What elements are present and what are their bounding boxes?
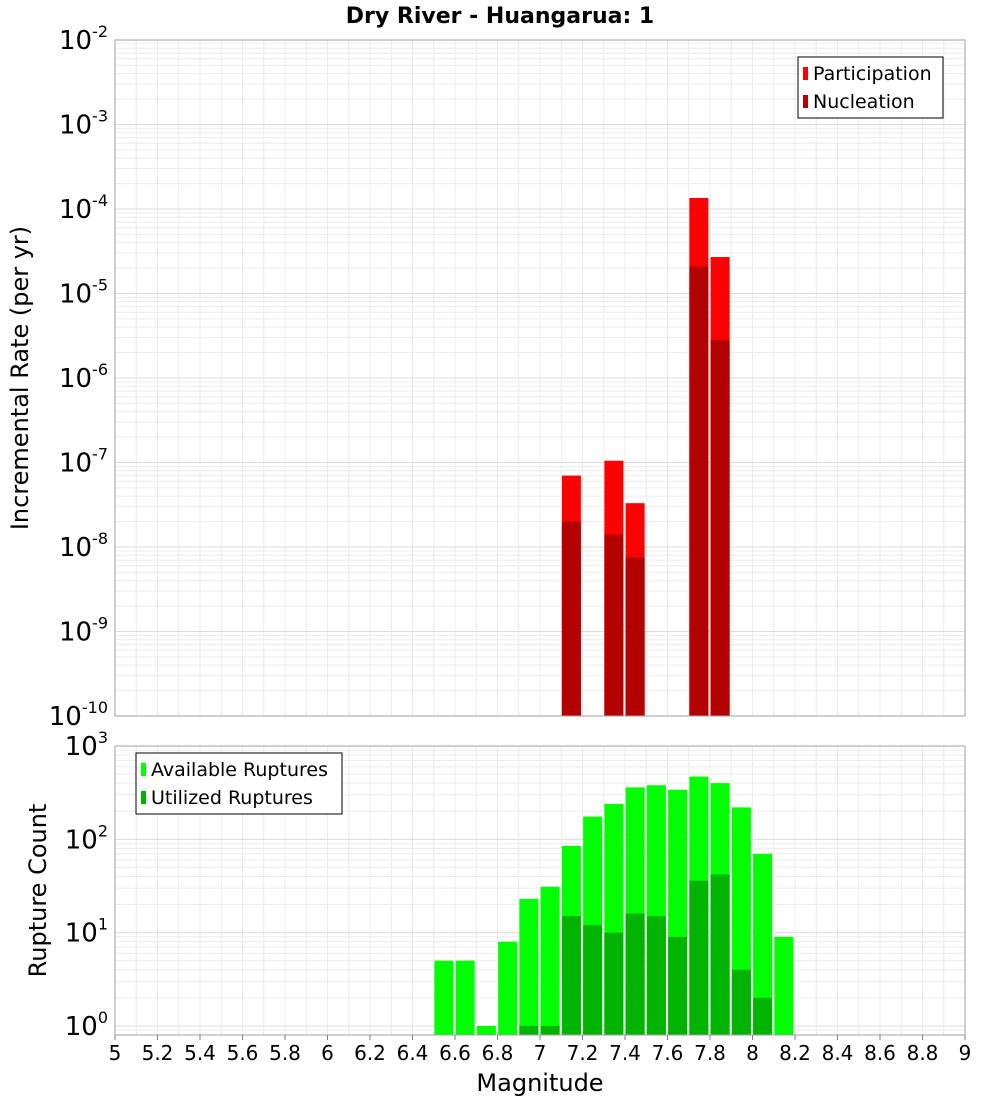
x-tick-label: 5.2 [142,1041,174,1065]
x-tick-label: 6.6 [439,1041,471,1065]
count-bars [434,776,794,1035]
count-bar-primary [519,898,539,1035]
count-bar-secondary [561,916,581,1035]
count-bar-primary [476,1025,496,1035]
legend-box [797,56,944,119]
x-tick-label: 7.6 [652,1041,684,1065]
x-tick-label: 5.4 [184,1041,216,1065]
legend-swatch [141,763,146,776]
x-tick-label: 7 [534,1041,547,1065]
x-tick-label: 8.8 [907,1041,939,1065]
count-bar-secondary [604,932,624,1035]
legend-swatch [141,791,146,804]
y-tick-label: 100 [65,1008,108,1042]
chart-title: Dry River - Huangarua: 1 [346,4,654,29]
count-bar-primary [540,886,560,1035]
count-bar-primary [498,941,518,1035]
x-tick-label: 7.2 [567,1041,599,1065]
x-ticks: 5 5.2 5.4 5.6 5.8 6 6.2 6.4 6.6 6.8 7 7.2 7.4 7.6 7.8 8… [109,1035,972,1065]
x-tick-label: 5 [109,1041,122,1065]
x-tick-label: 8 [746,1041,759,1065]
legend-swatch [803,95,808,108]
x-tick-label: 5.8 [269,1041,301,1065]
x-tick-label: 8.6 [864,1041,896,1065]
rate-bar-secondary [604,534,624,716]
rate-grid [114,40,966,717]
x-axis-label: Magnitude [476,1069,603,1097]
y-tick-label: 101 [65,915,108,949]
count-bar-secondary [625,913,645,1035]
y-tick-label: 103 [65,728,108,762]
rate-bar-secondary [710,340,730,716]
count-bar-secondary [731,969,751,1035]
count-bar-primary [434,960,454,1035]
count-bar-primary [455,960,475,1035]
x-tick-label: 6.8 [482,1041,514,1065]
legend-entry: Participation [813,63,932,85]
rate-legend: Participation Nucleation [797,56,944,119]
count-bar-secondary [753,997,773,1035]
x-tick-label: 7.8 [694,1041,726,1065]
count-panel: 100 101 102 103 Rupture Count Available Rup… [24,728,966,1042]
count-bar-secondary [583,925,603,1035]
count-bar-secondary [519,1025,539,1035]
y-tick-label: 10-9 [59,614,108,648]
y-tick-label: 10-4 [59,191,108,225]
x-tick-label: 6.4 [397,1041,429,1065]
y-tick-label: 10-2 [59,22,108,56]
count-bar-secondary [668,936,688,1035]
y-tick-label: 10-8 [59,529,108,563]
x-tick-label: 8.2 [779,1041,811,1065]
rate-bar-secondary [689,266,709,716]
y-tick-label: 10-7 [59,445,108,479]
rate-y-ticks: 10-10 10-9 10-8 10-7 10-6 10-5 10-4 10-3 10-2 [49,22,108,732]
count-legend: Available Ruptures Utilized Ruptures [135,752,343,815]
count-bar-secondary [689,880,709,1035]
legend-entry: Nucleation [813,91,915,113]
count-bar-secondary [540,1025,560,1035]
y-tick-label: 10-6 [59,360,108,394]
count-y-axis-label: Rupture Count [24,804,52,978]
rate-bar-secondary [625,557,645,716]
rate-panel: 10-10 10-9 10-8 10-7 10-6 10-5 10-4 10-3 10-2 In… [6,22,966,732]
x-tick-label: 9 [959,1041,972,1065]
x-tick-label: 6.2 [354,1041,386,1065]
y-tick-label: 102 [65,821,108,855]
rate-plot-frame [114,39,966,717]
legend-entry: Utilized Ruptures [151,787,313,809]
x-tick-label: 6 [321,1041,334,1065]
legend-box [135,752,343,815]
legend-entry: Available Ruptures [151,759,328,781]
count-bar-primary [774,936,794,1035]
rate-bars [561,197,730,716]
count-y-ticks: 100 101 102 103 [65,728,108,1042]
count-bar-primary [753,853,773,1035]
count-bar-secondary [710,874,730,1035]
y-tick-label: 10-5 [59,276,108,310]
rate-bar-secondary [561,521,581,716]
y-tick-label: 10-10 [49,698,108,732]
legend-swatch [803,67,808,80]
y-tick-label: 10-3 [59,107,108,141]
count-bar-secondary [646,916,666,1035]
x-tick-label: 8.4 [822,1041,854,1065]
x-tick-label: 5.6 [227,1041,259,1065]
x-tick-label: 7.4 [609,1041,641,1065]
rate-y-axis-label: Incremental Rate (per yr) [6,226,34,530]
